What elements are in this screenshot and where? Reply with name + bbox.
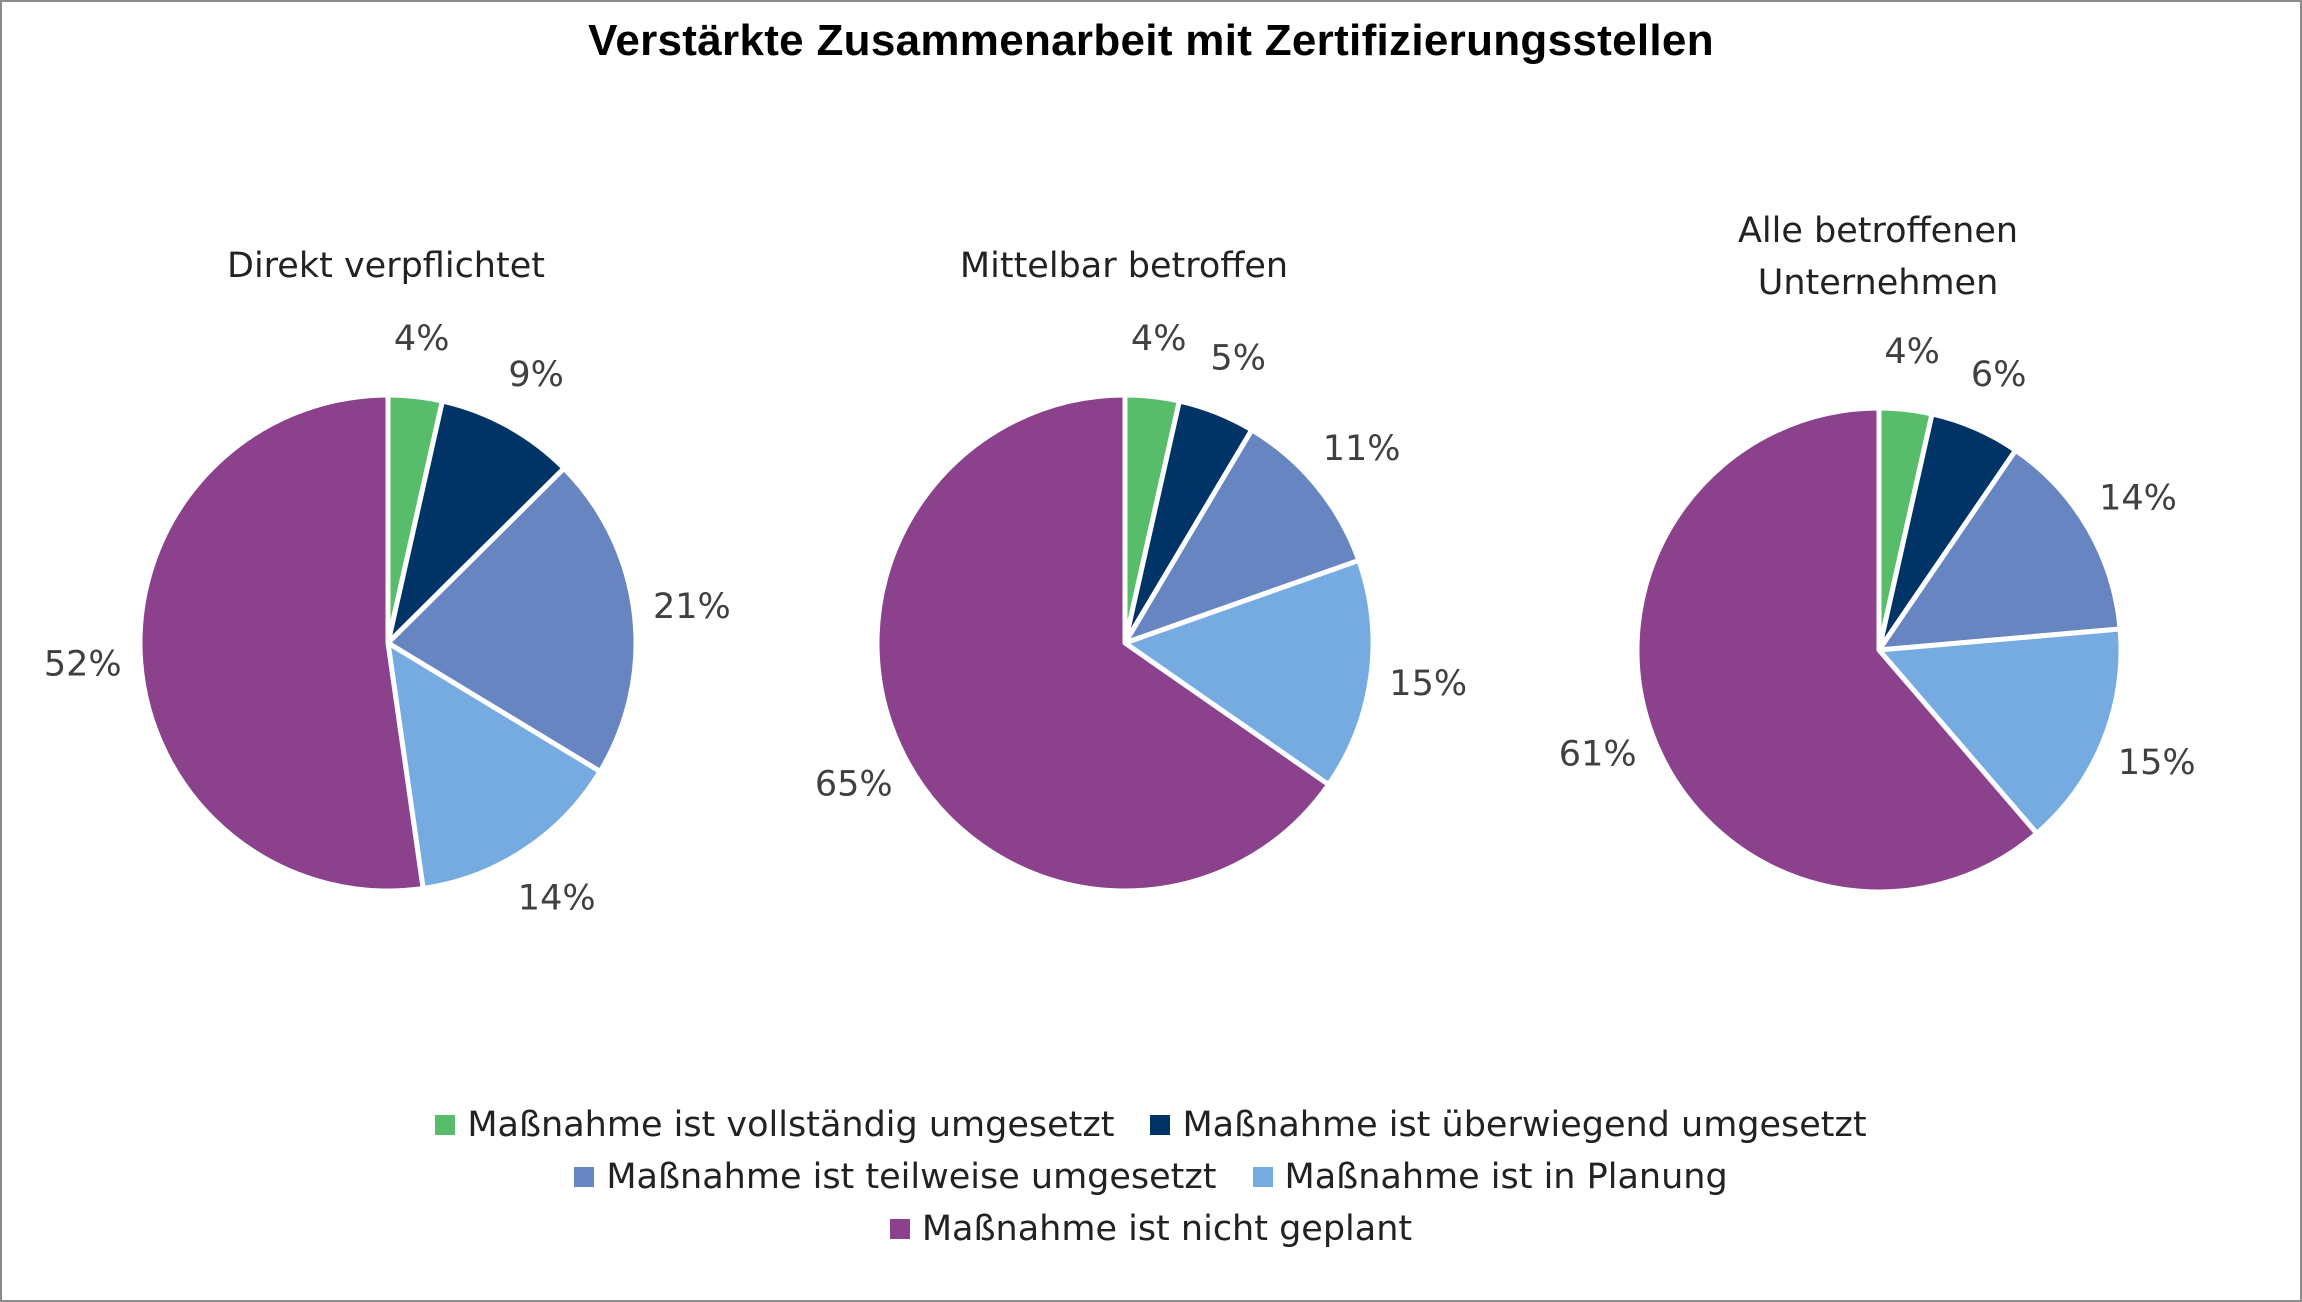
legend-item-ueberwiegend: Maßnahme ist überwiegend umgesetzt bbox=[1150, 1099, 1867, 1151]
data-label: 21% bbox=[653, 587, 731, 627]
legend-item-nicht-geplant: Maßnahme ist nicht geplant bbox=[889, 1203, 1413, 1255]
legend-row: Maßnahme ist nicht geplant bbox=[0, 1203, 2302, 1255]
chart-title: Verstärkte Zusammenarbeit mit Zertifizie… bbox=[588, 16, 1714, 65]
legend: Maßnahme ist vollständig umgesetzt Maßna… bbox=[0, 1099, 2302, 1255]
data-label: 15% bbox=[1389, 664, 1467, 704]
data-label: 52% bbox=[44, 645, 122, 685]
data-label: 4% bbox=[394, 319, 450, 359]
pie-slice-massnahme-ist-teilweise-umgesetzt bbox=[1122, 427, 1362, 646]
pie-slice-massnahme-ist-in-planung bbox=[385, 640, 603, 891]
legend-label: Maßnahme ist vollständig umgesetzt bbox=[467, 1105, 1115, 1145]
data-label: 61% bbox=[1559, 734, 1637, 774]
legend-swatch bbox=[889, 1219, 910, 1239]
pie-title-mittelbar: Mittelbar betroffen bbox=[874, 240, 1374, 292]
data-label: 14% bbox=[2099, 479, 2177, 519]
legend-row: Maßnahme ist vollständig umgesetzt Maßna… bbox=[0, 1099, 2302, 1151]
legend-row: Maßnahme ist teilweise umgesetzt Maßnahm… bbox=[0, 1151, 2302, 1203]
data-label: 4% bbox=[1131, 319, 1187, 359]
pie-title-line: Mittelbar betroffen bbox=[959, 246, 1289, 286]
data-label: 65% bbox=[815, 765, 893, 805]
data-label: 5% bbox=[1210, 339, 1266, 379]
pie-title-direkt: Direkt verpflichtet bbox=[136, 240, 636, 292]
pie-title-alle: Alle betroffenen Unternehmen bbox=[1628, 205, 2128, 309]
legend-item-vollstaendig: Maßnahme ist vollständig umgesetzt bbox=[435, 1099, 1114, 1151]
pie-slice-massnahme-ist-in-planung bbox=[1122, 557, 1376, 788]
data-label: 9% bbox=[508, 355, 564, 395]
legend-swatch bbox=[435, 1115, 456, 1135]
pie-slice-massnahme-ist-ueberwiegend-umgesetzt bbox=[385, 398, 567, 646]
pie-slice-massnahme-ist-nicht-geplant bbox=[137, 392, 426, 894]
pie-slice-massnahme-ist-nicht-geplant bbox=[874, 392, 1332, 894]
pie-slice-massnahme-ist-teilweise-umgesetzt bbox=[385, 465, 639, 774]
data-label: 15% bbox=[2118, 743, 2196, 783]
legend-label: Maßnahme ist nicht geplant bbox=[921, 1209, 1413, 1249]
data-label: 4% bbox=[1884, 332, 1940, 372]
legend-item-planung: Maßnahme ist in Planung bbox=[1252, 1151, 1728, 1203]
pie-title-line: Direkt verpflichtet bbox=[227, 246, 545, 286]
pie-slice-massnahme-ist-nicht-geplant bbox=[1634, 405, 2040, 895]
data-label: 6% bbox=[1971, 355, 2027, 395]
pie-title-line: Alle betroffenen bbox=[1737, 211, 2019, 251]
legend-label: Maßnahme ist teilweise umgesetzt bbox=[606, 1157, 1217, 1197]
legend-swatch bbox=[1150, 1115, 1171, 1135]
pie-title-line: Unternehmen bbox=[1757, 263, 1999, 303]
data-label: 11% bbox=[1323, 429, 1401, 469]
legend-item-teilweise: Maßnahme ist teilweise umgesetzt bbox=[574, 1151, 1217, 1203]
data-label: 14% bbox=[518, 878, 596, 918]
legend-swatch bbox=[1252, 1167, 1273, 1187]
pie-slice-massnahme-ist-in-planung bbox=[1876, 626, 2124, 836]
legend-label: Maßnahme ist in Planung bbox=[1284, 1157, 1728, 1197]
legend-swatch bbox=[574, 1167, 595, 1187]
pie-slice-massnahme-ist-teilweise-umgesetzt bbox=[1876, 447, 2123, 653]
legend-label: Maßnahme ist überwiegend umgesetzt bbox=[1182, 1105, 1867, 1145]
